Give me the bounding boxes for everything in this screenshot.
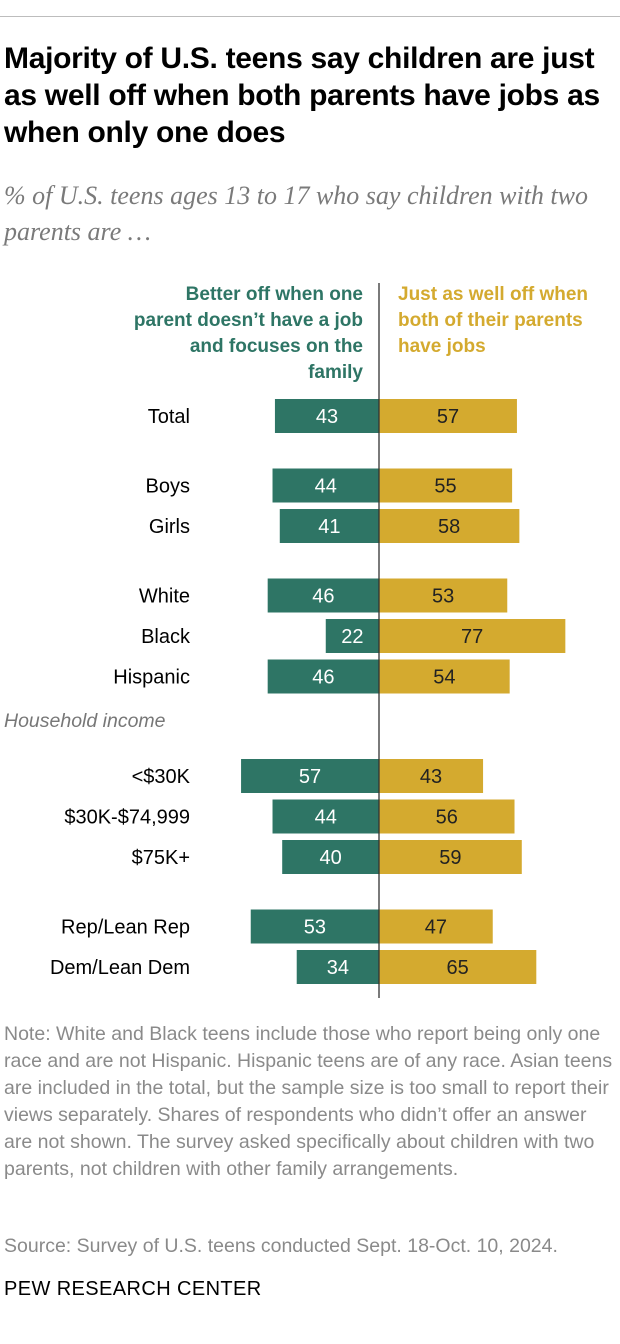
top-rule	[0, 16, 620, 17]
bar-right	[379, 950, 537, 984]
bar-right	[379, 468, 513, 503]
value-label-right: 43	[420, 766, 442, 788]
chart-title: Majority of U.S. teens say children are …	[4, 42, 600, 149]
diverging-bar-chart: Total 43 57 Boys 44 55 Girls 41 58 White 46 53 Black…	[4, 283, 566, 998]
legend-left-series: Better off when one parent doesn’t have …	[133, 284, 363, 383]
chart-source: Source: Survey of U.S. teens conducted S…	[4, 1235, 558, 1257]
bar-left	[267, 659, 379, 694]
value-label-right: 77	[461, 626, 483, 648]
value-label-right: 58	[438, 516, 460, 538]
value-label-left: 46	[312, 667, 334, 689]
brand-name: PEW RESEARCH CENTER	[4, 1278, 262, 1300]
row-label: $75K+	[132, 847, 190, 869]
row-label: Boys	[146, 476, 190, 498]
value-label-left: 53	[304, 917, 326, 939]
value-label-right: 47	[425, 917, 447, 939]
bar-right	[379, 619, 566, 653]
value-label-right: 56	[436, 807, 458, 829]
bar-left	[296, 950, 379, 984]
chart-subtitle: % of U.S. teens ages 13 to 17 who say ch…	[4, 181, 588, 246]
row-label: Black	[141, 626, 191, 648]
row-label: $30K-$74,999	[64, 807, 190, 829]
value-label-left: 57	[299, 766, 321, 788]
chart-note: Note: White and Black teens include thos…	[4, 1023, 613, 1180]
value-label-right: 54	[433, 667, 455, 689]
bar-right	[379, 578, 508, 613]
bar-right	[379, 909, 493, 944]
value-label-right: 53	[432, 586, 454, 608]
value-label-left: 44	[315, 476, 337, 498]
value-label-right: 57	[437, 406, 459, 428]
bar-left	[272, 799, 379, 834]
row-label: Total	[148, 406, 190, 428]
bar-right	[379, 799, 515, 834]
value-label-right: 65	[447, 957, 469, 979]
value-label-right: 55	[434, 476, 456, 498]
value-label-left: 41	[318, 516, 340, 538]
bar-right	[379, 840, 522, 874]
bar-left	[282, 840, 379, 874]
row-label: Hispanic	[113, 667, 190, 689]
value-label-left: 46	[312, 586, 334, 608]
row-label: Rep/Lean Rep	[61, 917, 190, 939]
bar-right	[379, 509, 520, 543]
value-label-left: 44	[315, 807, 337, 829]
row-label: <$30K	[132, 766, 191, 788]
bar-left	[274, 399, 379, 433]
bar-left	[279, 509, 379, 543]
bar-right	[379, 399, 517, 433]
bar-right	[379, 759, 484, 793]
row-label: White	[139, 586, 190, 608]
legend-right-series: Just as well off when both of their pare…	[398, 284, 589, 357]
row-label: Girls	[149, 516, 190, 538]
bar-left	[325, 619, 379, 653]
bar-right	[379, 659, 510, 694]
bar-left	[267, 578, 379, 613]
group-heading: Household income	[4, 710, 166, 732]
value-label-right: 59	[439, 847, 461, 869]
value-label-left: 22	[341, 626, 363, 648]
value-label-left: 40	[319, 847, 341, 869]
bar-left	[241, 759, 379, 793]
row-label: Dem/Lean Dem	[50, 957, 190, 979]
value-label-left: 43	[316, 406, 338, 428]
bar-left	[272, 468, 379, 503]
value-label-left: 34	[327, 957, 349, 979]
bar-left	[250, 909, 379, 944]
